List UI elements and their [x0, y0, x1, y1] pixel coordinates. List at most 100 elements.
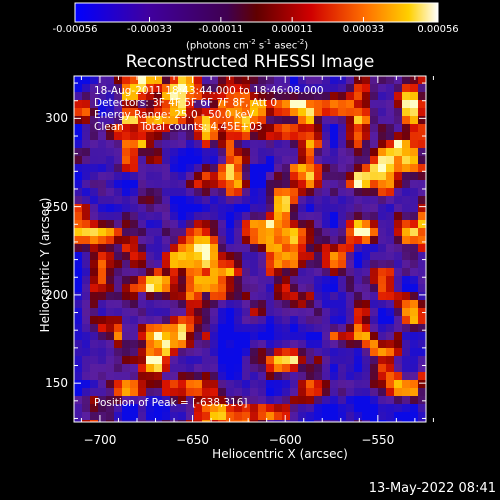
heatmap-cell [154, 388, 163, 397]
heatmap-cell [298, 308, 307, 317]
heatmap-cell [370, 388, 379, 397]
heatmap-cell [418, 260, 426, 269]
heatmap-cell [82, 204, 91, 213]
heatmap-cell [330, 196, 339, 205]
heatmap-cell [242, 412, 251, 421]
heatmap-cell [250, 284, 259, 293]
heatmap-cell [410, 252, 419, 261]
heatmap-cell [98, 300, 107, 309]
heatmap-cell [130, 372, 139, 381]
heatmap-cell [226, 404, 235, 413]
heatmap-cell [98, 196, 107, 205]
heatmap-cell [354, 284, 363, 293]
heatmap-cell [322, 332, 331, 341]
heatmap-cell [194, 388, 203, 397]
heatmap-cell [82, 212, 91, 221]
heatmap-cell [98, 340, 107, 349]
heatmap-cell [410, 180, 419, 189]
heatmap-cell [90, 284, 99, 293]
heatmap-cell [130, 204, 139, 213]
heatmap-cell [90, 308, 99, 317]
heatmap-cell [82, 180, 91, 189]
heatmap-cell [258, 76, 267, 85]
heatmap-cell [322, 284, 331, 293]
heatmap-cell [146, 244, 155, 253]
heatmap-cell [306, 324, 315, 333]
heatmap-cell [378, 164, 387, 173]
heatmap-cell [242, 212, 251, 221]
heatmap-cell [82, 164, 91, 173]
heatmap-cell [354, 324, 363, 333]
heatmap-cell [402, 76, 411, 85]
heatmap-cell [170, 204, 179, 213]
heatmap-cell [354, 180, 363, 189]
heatmap-cell [338, 268, 347, 277]
heatmap-cell [370, 348, 379, 357]
heatmap-cell [194, 84, 203, 93]
heatmap-cell [378, 84, 387, 93]
heatmap-cell [378, 260, 387, 269]
heatmap-cell [378, 140, 387, 149]
heatmap-cell [362, 308, 371, 317]
heatmap-cell [106, 356, 115, 365]
heatmap-cell [362, 124, 371, 133]
heatmap-cell [346, 276, 355, 285]
heatmap-cell [202, 84, 211, 93]
heatmap-cell [122, 148, 131, 157]
heatmap-cell [114, 356, 123, 365]
heatmap-cell [178, 116, 187, 125]
heatmap-cell [330, 276, 339, 285]
heatmap-cell [74, 420, 83, 422]
heatmap-cell [322, 84, 331, 93]
heatmap-cell [74, 340, 83, 349]
heatmap-cell [170, 332, 179, 341]
heatmap-cell [346, 116, 355, 125]
heatmap-cell [250, 236, 259, 245]
heatmap-cell [346, 308, 355, 317]
heatmap-cell [410, 236, 419, 245]
heatmap-cell [186, 180, 195, 189]
heatmap-cell [130, 124, 139, 133]
heatmap-cell [250, 420, 259, 422]
heatmap-cell [186, 116, 195, 125]
heatmap-cell [402, 324, 411, 333]
heatmap-cell [290, 236, 299, 245]
heatmap-cell [226, 228, 235, 237]
heatmap-cell [258, 332, 267, 341]
heatmap-cell [354, 300, 363, 309]
heatmap-cell [122, 140, 131, 149]
heatmap-cell [186, 100, 195, 109]
heatmap-cell [378, 268, 387, 277]
heatmap-cell [226, 180, 235, 189]
heatmap-cell [242, 204, 251, 213]
heatmap-cell [290, 284, 299, 293]
heatmap-cell [402, 188, 411, 197]
heatmap-cell [242, 188, 251, 197]
heatmap-cell [114, 308, 123, 317]
heatmap-cell [122, 284, 131, 293]
heatmap-cell [330, 292, 339, 301]
heatmap-cell [234, 300, 243, 309]
colorbar-tick-label: -0.00011 [198, 24, 244, 35]
heatmap-cell [82, 340, 91, 349]
heatmap-cell [258, 284, 267, 293]
heatmap-cell [82, 268, 91, 277]
heatmap-cell [346, 420, 355, 422]
heatmap-cell [130, 356, 139, 365]
heatmap-cell [290, 420, 299, 422]
x-axis-label: Heliocentric X (arcsec) [212, 447, 348, 461]
heatmap-cell [258, 236, 267, 245]
heatmap-cell [74, 356, 83, 365]
heatmap-cell [274, 132, 283, 141]
heatmap-cell [290, 204, 299, 213]
heatmap-cell [274, 388, 283, 397]
heatmap-cell [170, 100, 179, 109]
heatmap-cell [282, 108, 291, 117]
heatmap-cell [410, 316, 419, 325]
heatmap-cell [194, 404, 203, 413]
heatmap-cell [130, 332, 139, 341]
heatmap-cell [322, 204, 331, 213]
heatmap-cell [418, 348, 426, 357]
heatmap-cell [170, 156, 179, 165]
heatmap-cell [106, 316, 115, 325]
